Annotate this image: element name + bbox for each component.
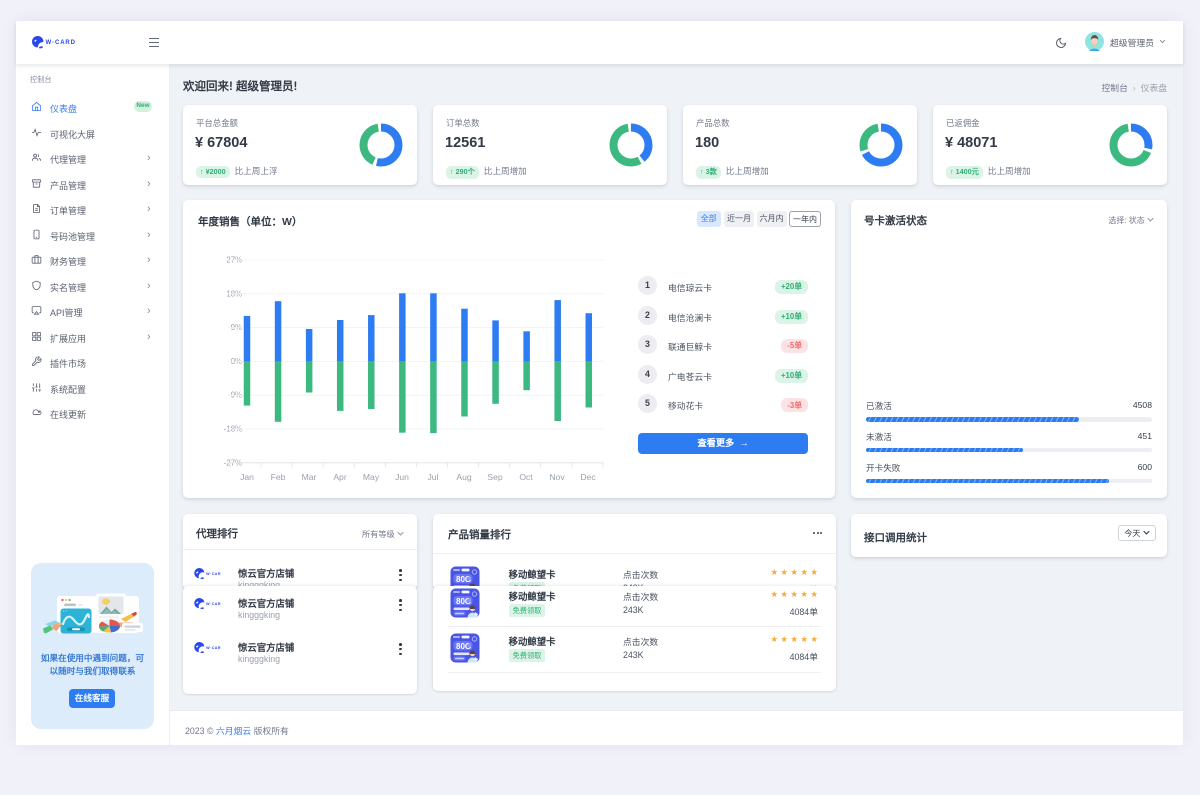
svg-text:Dec: Dec — [580, 472, 596, 482]
svg-text:Jun: Jun — [395, 472, 409, 482]
svg-text:Jul: Jul — [428, 472, 439, 482]
svg-text:Jan: Jan — [240, 472, 254, 482]
svg-text:Sep: Sep — [487, 472, 503, 482]
svg-text:May: May — [363, 472, 380, 482]
svg-text:Aug: Aug — [456, 472, 472, 482]
svg-text:Apr: Apr — [333, 472, 347, 482]
svg-text:Feb: Feb — [271, 472, 286, 482]
svg-text:Mar: Mar — [302, 472, 317, 482]
svg-text:Oct: Oct — [519, 472, 533, 482]
svg-text:Nov: Nov — [549, 472, 565, 482]
